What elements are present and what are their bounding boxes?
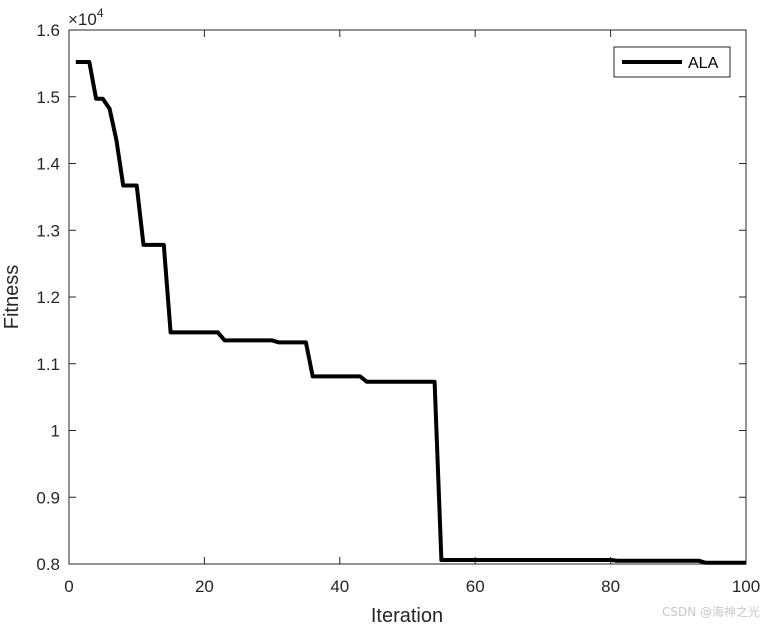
y-tick-label: 1.2 <box>36 288 60 307</box>
y-tick-label: 1 <box>51 422 60 441</box>
x-tick-label: 0 <box>64 577 73 596</box>
series-line-ala <box>75 60 746 565</box>
y-tick-label: 1.6 <box>36 21 60 40</box>
legend-label: ALA <box>688 55 719 72</box>
y-axis-title: Fitness <box>1 265 23 329</box>
x-tick-label: 100 <box>732 577 760 596</box>
y-tick-label: 0.8 <box>36 555 60 574</box>
x-tick-label: 20 <box>195 577 214 596</box>
y-tick-label: 0.9 <box>36 488 60 507</box>
x-tick-label: 60 <box>466 577 485 596</box>
x-axis-title: Iteration <box>371 605 443 627</box>
y-tick-label: 1.1 <box>36 355 60 374</box>
series-layer <box>75 60 746 565</box>
watermark: CSDN @海神之光 <box>661 605 760 619</box>
y-tick-label: 1.4 <box>36 155 60 174</box>
y-tick-label: 1.3 <box>36 221 60 240</box>
y-axis-exponent: ×104 <box>68 6 104 29</box>
x-tick-label: 80 <box>601 577 620 596</box>
y-tick-label: 1.5 <box>36 88 60 107</box>
legend: ALA <box>613 46 731 78</box>
x-tick-label: 40 <box>330 577 349 596</box>
y-axis-ticks: 0.8 0.9 1 1.1 1.2 1.3 1.4 1.5 1.6 <box>36 21 746 574</box>
x-axis-ticks: 0 20 40 60 80 100 <box>64 30 760 596</box>
plot-box <box>68 29 747 565</box>
plot-area <box>68 29 747 565</box>
